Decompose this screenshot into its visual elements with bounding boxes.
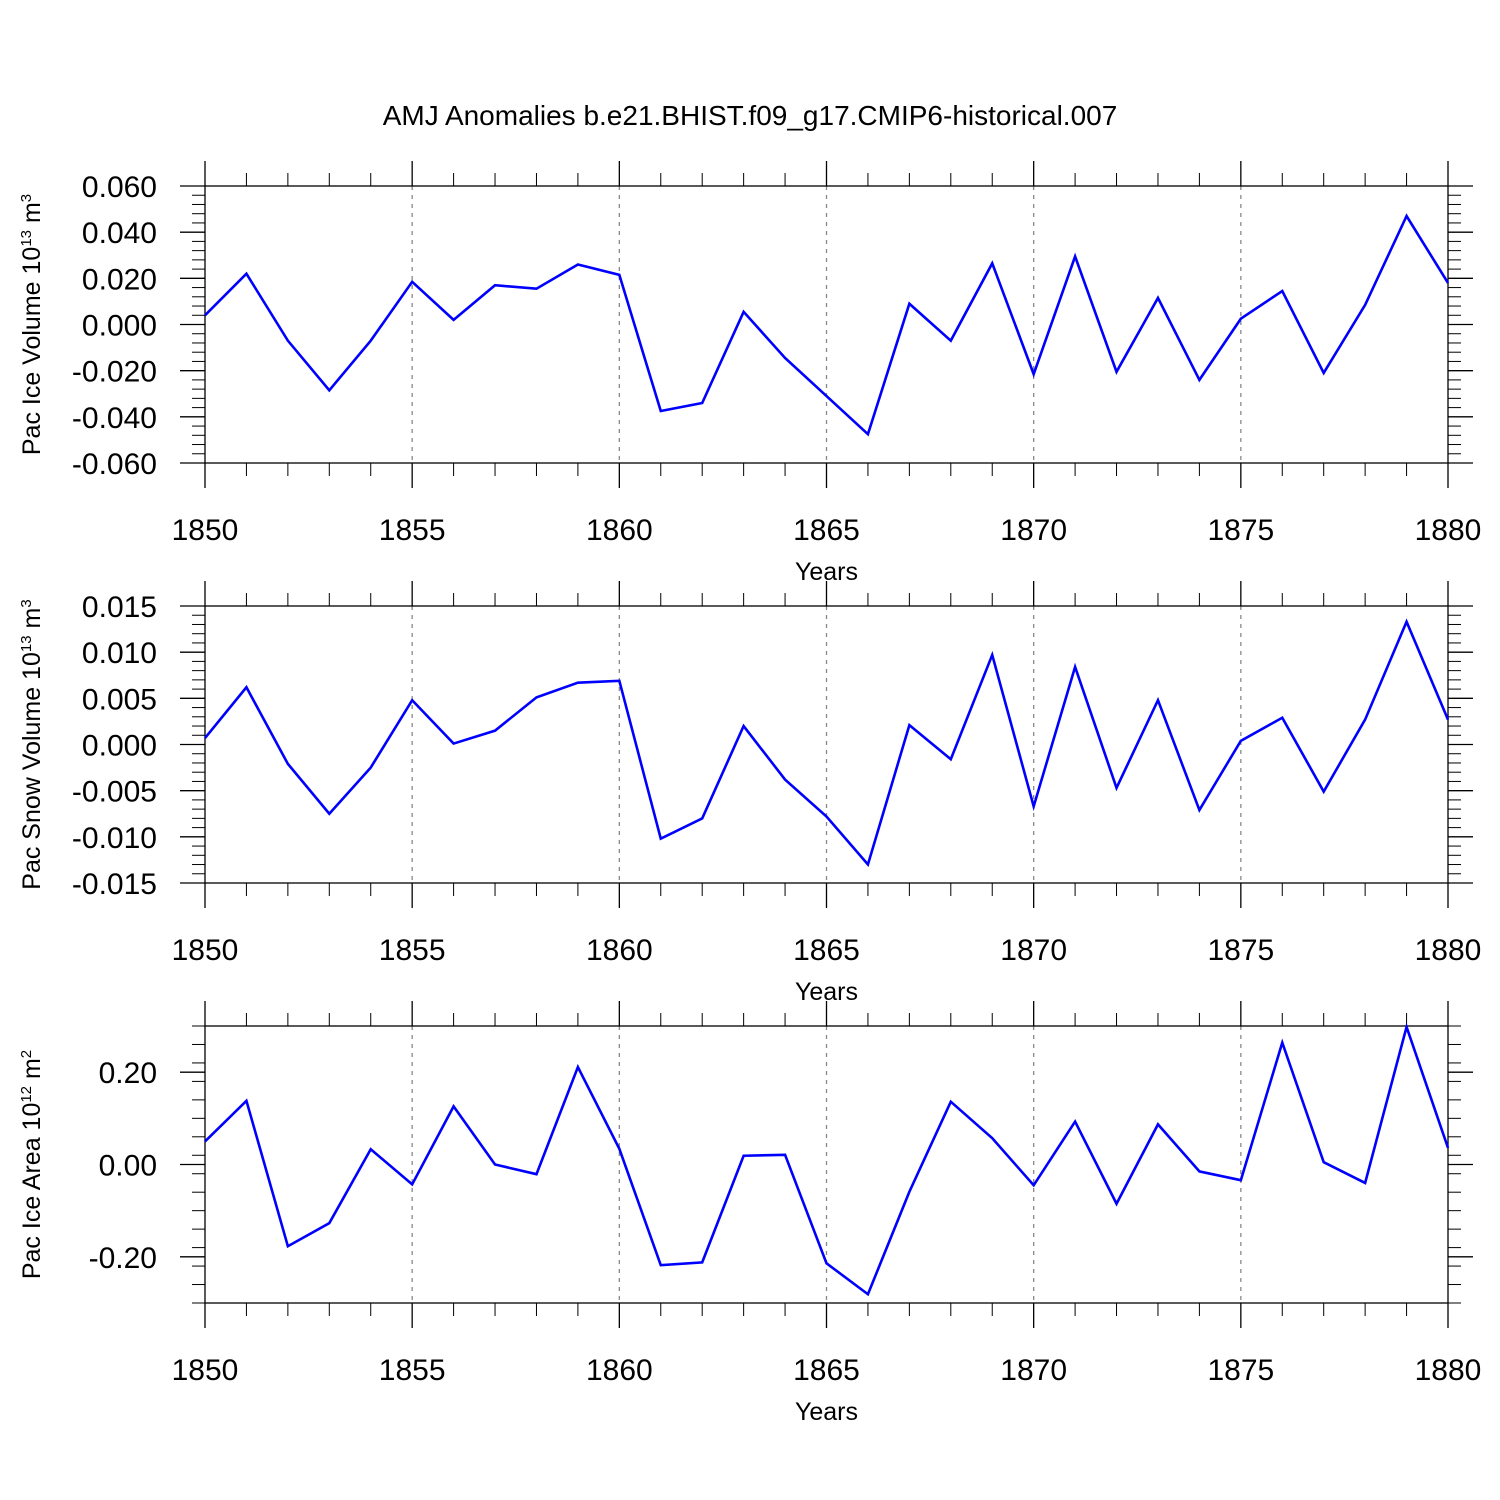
x-tick-label: 1875: [1207, 1354, 1274, 1387]
plot-frame: [204, 1025, 1449, 1304]
x-tick-label: 1850: [172, 934, 239, 967]
y-tick-label: -0.010: [72, 822, 157, 855]
y-tick-label: -0.20: [89, 1242, 157, 1275]
x-tick-label: 1855: [379, 514, 446, 547]
x-tick-label: 1865: [793, 514, 860, 547]
y-tick-label: 0.040: [82, 217, 157, 250]
x-tick-label: 1870: [1000, 934, 1067, 967]
y-tick-label: 0.000: [82, 310, 157, 343]
y-tick-label: 0.010: [82, 637, 157, 670]
y-axis-label: Pac Snow Volume 1013 m3: [18, 599, 46, 889]
x-tick-label: 1860: [586, 514, 653, 547]
x-tick-label: 1870: [1000, 514, 1067, 547]
x-tick-label: 1865: [793, 934, 860, 967]
x-tick-label: 1880: [1415, 934, 1482, 967]
plot-frame: [204, 605, 1449, 884]
x-tick-label: 1880: [1415, 1354, 1482, 1387]
y-tick-label: -0.005: [72, 776, 157, 809]
y-tick-label: -0.015: [72, 868, 157, 901]
chart-title: AMJ Anomalies b.e21.BHIST.f09_g17.CMIP6-…: [383, 100, 1118, 131]
panel-1: 1850 1855 1860 1865 1870 1875 1880 -0.060 -0.040…: [18, 161, 1481, 586]
x-tick-label: 1880: [1415, 514, 1482, 547]
y-axis-label: Pac Ice Area 1012 m2: [18, 1050, 46, 1279]
x-tick-label: 1875: [1207, 934, 1274, 967]
y-axis-label: Pac Ice Volume 1013 m3: [18, 194, 46, 455]
x-tick-label: 1850: [172, 514, 239, 547]
y-tick-label: 0.060: [82, 171, 157, 204]
series-line: [203, 618, 1450, 868]
y-tick-label: 0.20: [99, 1057, 157, 1090]
panels: 1850 1855 1860 1865 1870 1875 1880 -0.060 -0.040…: [18, 161, 1481, 1426]
x-tick-label: 1860: [586, 934, 653, 967]
y-tick-label: -0.020: [72, 356, 157, 389]
panel-3: 1850 1855 1860 1865 1870 1875 1880 -0.20 0.00 0.2…: [18, 1001, 1481, 1426]
y-tick-label: 0.020: [82, 263, 157, 296]
y-tick-label: 0.000: [82, 730, 157, 763]
y-tick-label: 0.005: [82, 683, 157, 716]
x-tick-label: 1860: [586, 1354, 653, 1387]
x-tick-label: 1855: [379, 934, 446, 967]
x-tick-label: 1850: [172, 1354, 239, 1387]
plot-frame: [204, 185, 1449, 464]
x-tick-label: 1865: [793, 1354, 860, 1387]
x-axis-label: Years: [795, 1398, 858, 1426]
x-tick-label: 1875: [1207, 514, 1274, 547]
series-line: [204, 213, 1450, 437]
panel-2: 1850 1855 1860 1865 1870 1875 1880 -0.015 -0.010…: [18, 581, 1481, 1006]
x-tick-label: 1855: [379, 1354, 446, 1387]
x-tick-label: 1870: [1000, 1354, 1067, 1387]
series-line: [204, 1022, 1450, 1297]
y-tick-label: -0.040: [72, 402, 157, 435]
y-tick-label: 0.00: [99, 1150, 157, 1183]
y-tick-label: 0.015: [82, 591, 157, 624]
y-tick-label: -0.060: [72, 448, 157, 481]
